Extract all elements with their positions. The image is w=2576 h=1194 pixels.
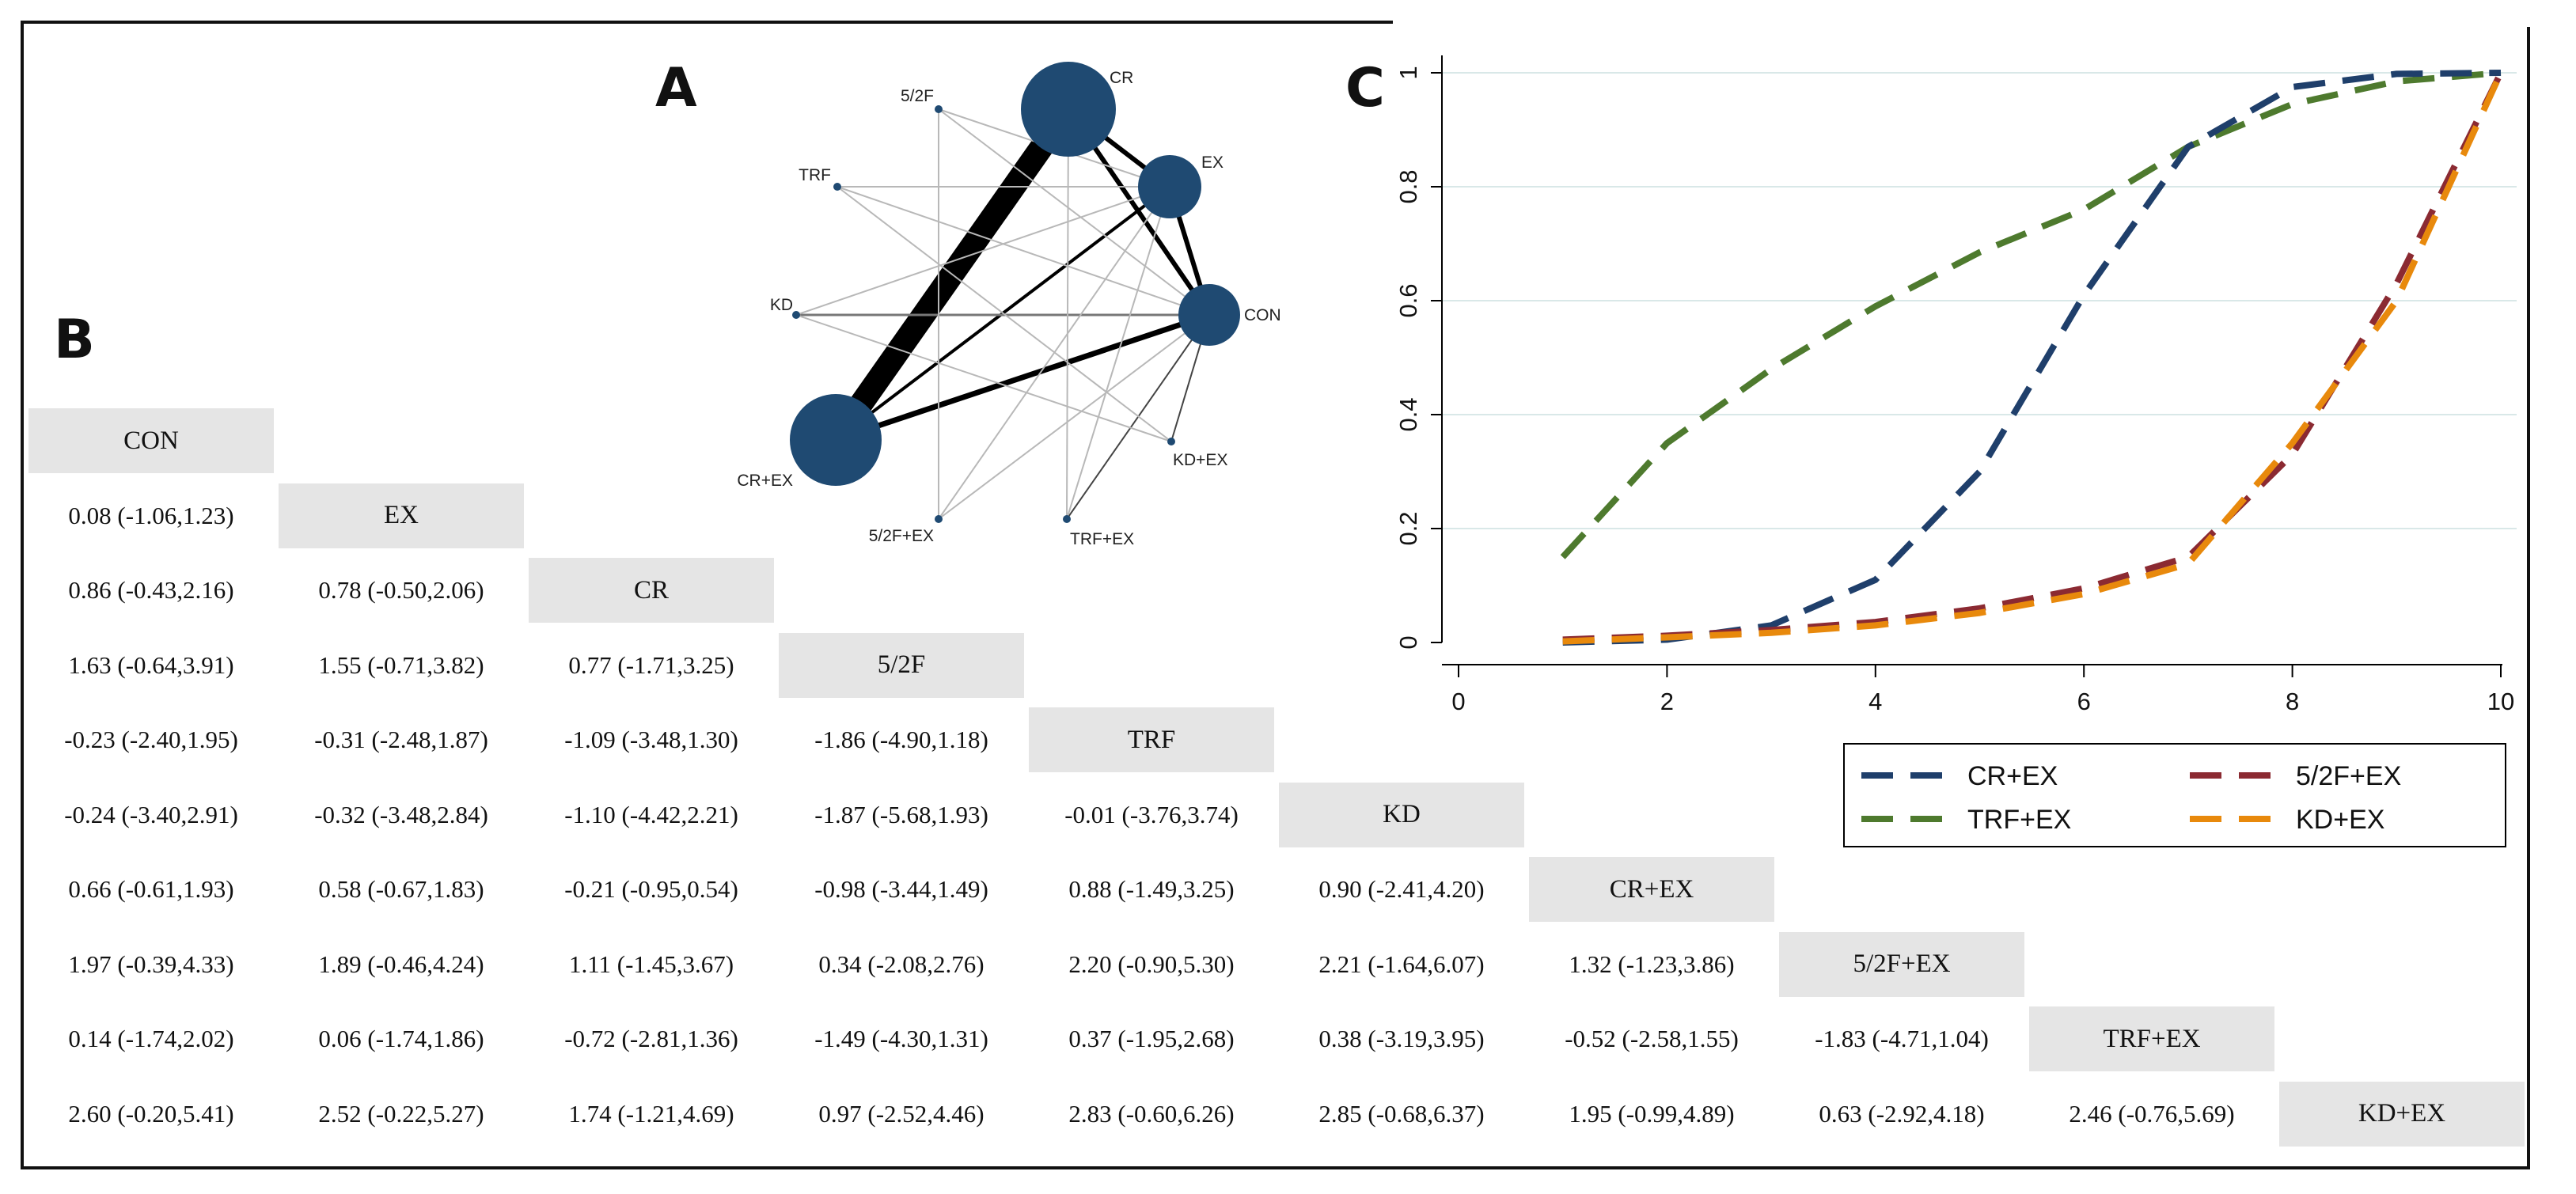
node-label-kd: KD (770, 296, 793, 314)
y-tick-label: 0.6 (1394, 283, 1422, 317)
node-label-5-2f: 5/2F (901, 87, 934, 105)
panel-label-c: C (1345, 57, 1385, 119)
node-cr (1021, 62, 1116, 157)
node-trf (833, 183, 841, 191)
series-line-trf-plus-ex (1560, 70, 2502, 559)
series-line-kd-plus-ex (1562, 71, 2504, 645)
edge-trf-con (837, 186, 1210, 316)
y-tick-label: 0.8 (1394, 169, 1422, 203)
node-cr-plus-ex (790, 394, 882, 486)
node-5-2f (935, 105, 943, 113)
node-5-2f-plus-ex (935, 515, 943, 523)
top-gap (1393, 17, 2532, 27)
legend-label-cr-plus-ex: CR+EX (1967, 761, 2058, 791)
edge-cr-plus-ex-con (834, 312, 1211, 443)
legend-box (1843, 743, 2506, 847)
y-tick-label: 1 (1394, 66, 1422, 79)
series-line-cr-plus-ex (1562, 70, 2502, 646)
panel-label-b: B (54, 309, 95, 371)
x-tick-label: 4 (1868, 688, 1882, 715)
edge-5-2f-con (938, 108, 1210, 316)
x-tick-label: 10 (2487, 688, 2514, 715)
node-con (1178, 284, 1240, 346)
node-label-ex: EX (1201, 154, 1224, 172)
node-label-cr: CR (1110, 69, 1133, 87)
node-kd-plus-ex (1167, 438, 1175, 445)
x-tick-label: 2 (1660, 688, 1674, 715)
node-label-cr-plus-ex: CR+EX (737, 472, 793, 490)
series-line-5-2f-plus-ex (1562, 71, 2504, 643)
edge-trf-plus-ex-cr (1066, 108, 1069, 520)
legend-label-trf-plus-ex: TRF+EX (1967, 805, 2071, 835)
edge-kd-kd-plus-ex (795, 314, 1172, 442)
panel-label-a: A (655, 57, 697, 119)
legend-label-5-2f-plus-ex: 5/2F+EX (2296, 761, 2401, 791)
node-label-5-2f-plus-ex: 5/2F+EX (869, 527, 934, 545)
x-tick-label: 6 (2077, 688, 2091, 715)
y-tick-label: 0 (1394, 635, 1422, 649)
node-label-trf-plus-ex: TRF+EX (1070, 530, 1134, 548)
edge-5-2f-plus-ex-con (938, 314, 1210, 520)
figure-frame (21, 21, 2530, 1169)
edge-kd-ex (795, 186, 1170, 316)
x-tick-label: 8 (2286, 688, 2299, 715)
edge-trf-plus-ex-ex (1066, 186, 1170, 520)
node-trf-plus-ex (1063, 515, 1071, 523)
legend-label-kd-plus-ex: KD+EX (2296, 805, 2384, 835)
node-ex (1138, 155, 1201, 218)
node-kd (792, 311, 800, 319)
y-tick-label: 0.2 (1394, 511, 1422, 545)
edge-5-2f-plus-ex-ex (938, 186, 1170, 520)
node-label-kd-plus-ex: KD+EX (1173, 451, 1227, 469)
node-label-con: CON (1244, 306, 1281, 324)
edge-trf-kd-plus-ex (837, 186, 1172, 442)
y-tick-label: 0.4 (1394, 397, 1422, 431)
x-tick-label: 0 (1451, 688, 1465, 715)
node-label-trf: TRF (799, 166, 831, 184)
